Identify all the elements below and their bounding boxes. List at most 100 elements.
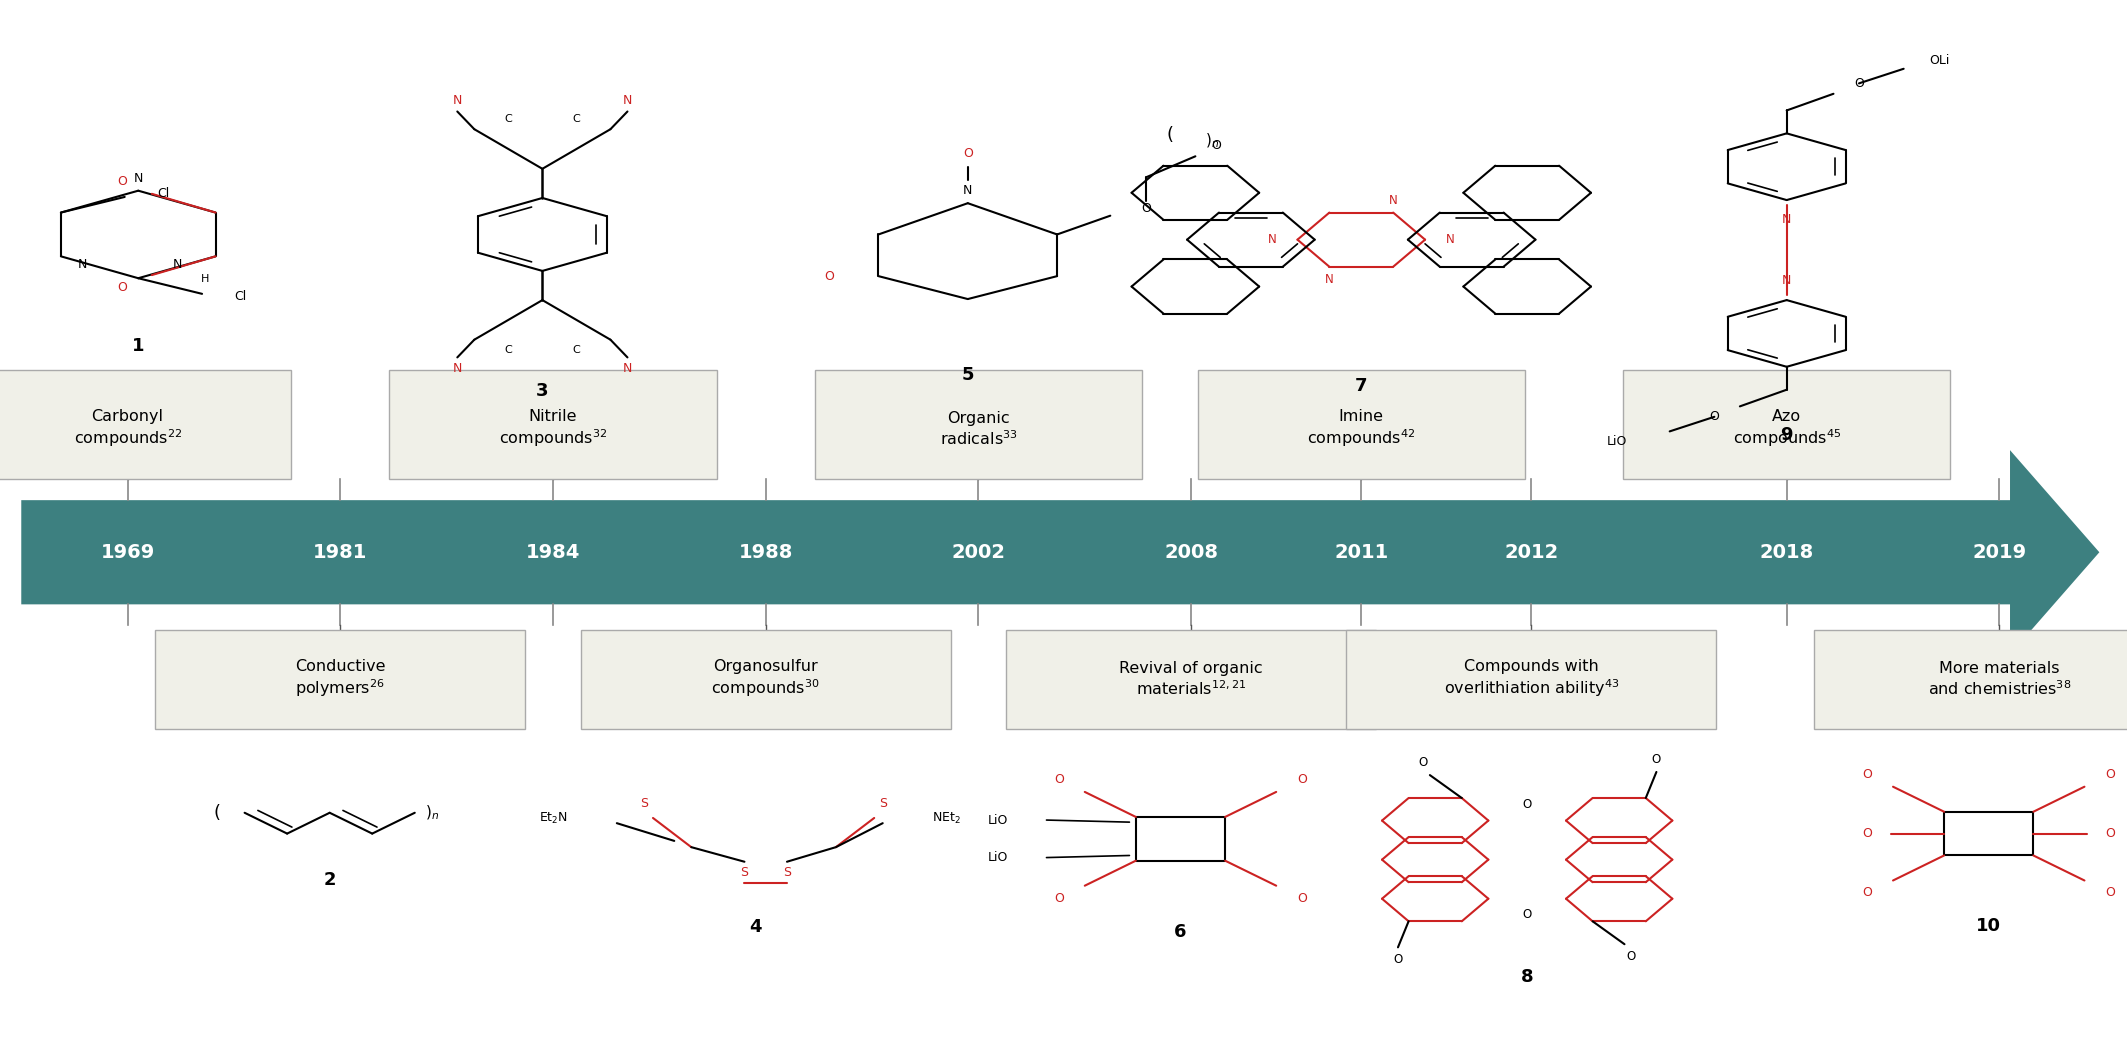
Text: 8: 8 <box>1521 968 1534 986</box>
Text: 10: 10 <box>1976 917 2002 936</box>
Text: Imine
compounds$^{42}$: Imine compounds$^{42}$ <box>1308 410 1414 449</box>
Text: More materials
and chemistries$^{38}$: More materials and chemistries$^{38}$ <box>1927 661 2072 698</box>
Text: 1: 1 <box>132 337 145 355</box>
Text: C: C <box>504 345 513 355</box>
Text: C: C <box>572 114 581 124</box>
FancyBboxPatch shape <box>1623 370 1950 479</box>
Text: )$_n$: )$_n$ <box>1206 131 1219 150</box>
Text: OLi: OLi <box>1929 54 1950 67</box>
Text: LiO: LiO <box>987 851 1008 864</box>
FancyBboxPatch shape <box>155 630 525 729</box>
Text: C: C <box>504 114 513 124</box>
Text: O: O <box>825 270 834 282</box>
Text: 1981: 1981 <box>313 543 368 562</box>
Text: Revival of organic
materials$^{12,21}$: Revival of organic materials$^{12,21}$ <box>1119 661 1263 698</box>
Text: N: N <box>453 94 462 106</box>
Text: Compounds with
overlithiation ability$^{43}$: Compounds with overlithiation ability$^{… <box>1444 660 1619 699</box>
Text: S: S <box>740 866 749 878</box>
Text: N: N <box>964 184 972 197</box>
Text: S: S <box>640 797 649 810</box>
Text: (: ( <box>1166 126 1174 145</box>
Text: Carbonyl
compounds$^{22}$: Carbonyl compounds$^{22}$ <box>74 410 181 449</box>
Text: O: O <box>1523 798 1531 812</box>
Text: O: O <box>1297 773 1306 786</box>
FancyBboxPatch shape <box>815 370 1142 479</box>
Text: O: O <box>1523 908 1531 921</box>
Text: 2019: 2019 <box>1972 543 2027 562</box>
Text: Organosulfur
compounds$^{30}$: Organosulfur compounds$^{30}$ <box>710 660 821 699</box>
Text: O: O <box>964 147 972 159</box>
Text: O: O <box>2106 768 2114 780</box>
Text: O: O <box>1055 773 1064 786</box>
Text: O: O <box>1419 756 1427 769</box>
Text: O: O <box>1863 827 1872 840</box>
Text: Organic
radicals$^{33}$: Organic radicals$^{33}$ <box>940 411 1017 448</box>
Text: O: O <box>1863 768 1872 780</box>
Text: N: N <box>172 258 183 271</box>
Text: 5: 5 <box>961 366 974 384</box>
Text: N: N <box>623 94 632 106</box>
Text: O: O <box>1055 892 1064 904</box>
Text: 7: 7 <box>1355 376 1368 395</box>
Text: N: N <box>1325 273 1334 286</box>
FancyBboxPatch shape <box>1346 630 1716 729</box>
Text: 4: 4 <box>749 918 761 937</box>
Text: O: O <box>1297 892 1306 904</box>
Text: 1984: 1984 <box>525 543 581 562</box>
Text: N: N <box>1782 274 1791 287</box>
Text: 2012: 2012 <box>1504 543 1559 562</box>
Text: LiO: LiO <box>987 814 1008 826</box>
Text: 2008: 2008 <box>1163 543 1219 562</box>
Text: 2002: 2002 <box>951 543 1006 562</box>
Text: 3: 3 <box>536 381 549 400</box>
Text: S: S <box>783 866 791 878</box>
Text: 2: 2 <box>323 871 336 890</box>
Text: S: S <box>878 797 887 810</box>
Text: O: O <box>1393 953 1402 966</box>
Text: 1969: 1969 <box>100 543 155 562</box>
Text: Azo
compounds$^{45}$: Azo compounds$^{45}$ <box>1734 410 1840 449</box>
Text: O: O <box>1653 753 1661 766</box>
Text: O: O <box>1855 77 1863 90</box>
Text: NEt$_2$: NEt$_2$ <box>932 811 961 825</box>
Text: N: N <box>1446 233 1455 246</box>
Text: N: N <box>77 258 87 271</box>
Text: O: O <box>1863 887 1872 899</box>
Text: N: N <box>623 363 632 375</box>
Text: 1988: 1988 <box>738 543 793 562</box>
Text: Nitrile
compounds$^{32}$: Nitrile compounds$^{32}$ <box>500 410 606 449</box>
Text: O: O <box>117 175 128 188</box>
Text: Cl: Cl <box>157 188 170 200</box>
Text: N: N <box>1268 233 1276 246</box>
Text: N: N <box>134 172 143 184</box>
Text: 2018: 2018 <box>1759 543 1814 562</box>
Text: )$_n$: )$_n$ <box>425 803 438 822</box>
Text: N: N <box>453 363 462 375</box>
Text: 6: 6 <box>1174 922 1187 941</box>
FancyBboxPatch shape <box>0 370 291 479</box>
Text: O: O <box>1142 202 1151 215</box>
Text: N: N <box>1389 194 1397 206</box>
Text: Et$_2$N: Et$_2$N <box>538 811 568 825</box>
Text: C: C <box>572 345 581 355</box>
Text: H: H <box>200 274 208 284</box>
Text: O: O <box>2106 887 2114 899</box>
Text: O: O <box>1627 950 1636 963</box>
Text: O: O <box>1710 411 1719 423</box>
Polygon shape <box>21 450 2099 654</box>
FancyBboxPatch shape <box>1814 630 2127 729</box>
Text: LiO: LiO <box>1606 436 1627 448</box>
FancyBboxPatch shape <box>581 630 951 729</box>
FancyBboxPatch shape <box>1006 630 1376 729</box>
Text: 9: 9 <box>1780 425 1793 444</box>
FancyBboxPatch shape <box>1198 370 1525 479</box>
Text: (: ( <box>213 803 221 822</box>
Text: Conductive
polymers$^{26}$: Conductive polymers$^{26}$ <box>296 660 385 699</box>
Text: O: O <box>1212 140 1221 152</box>
Text: O: O <box>117 281 128 294</box>
Text: Cl: Cl <box>234 291 247 303</box>
Text: 2011: 2011 <box>1334 543 1389 562</box>
Text: N: N <box>1782 214 1791 226</box>
FancyBboxPatch shape <box>389 370 717 479</box>
Text: O: O <box>2106 827 2114 840</box>
